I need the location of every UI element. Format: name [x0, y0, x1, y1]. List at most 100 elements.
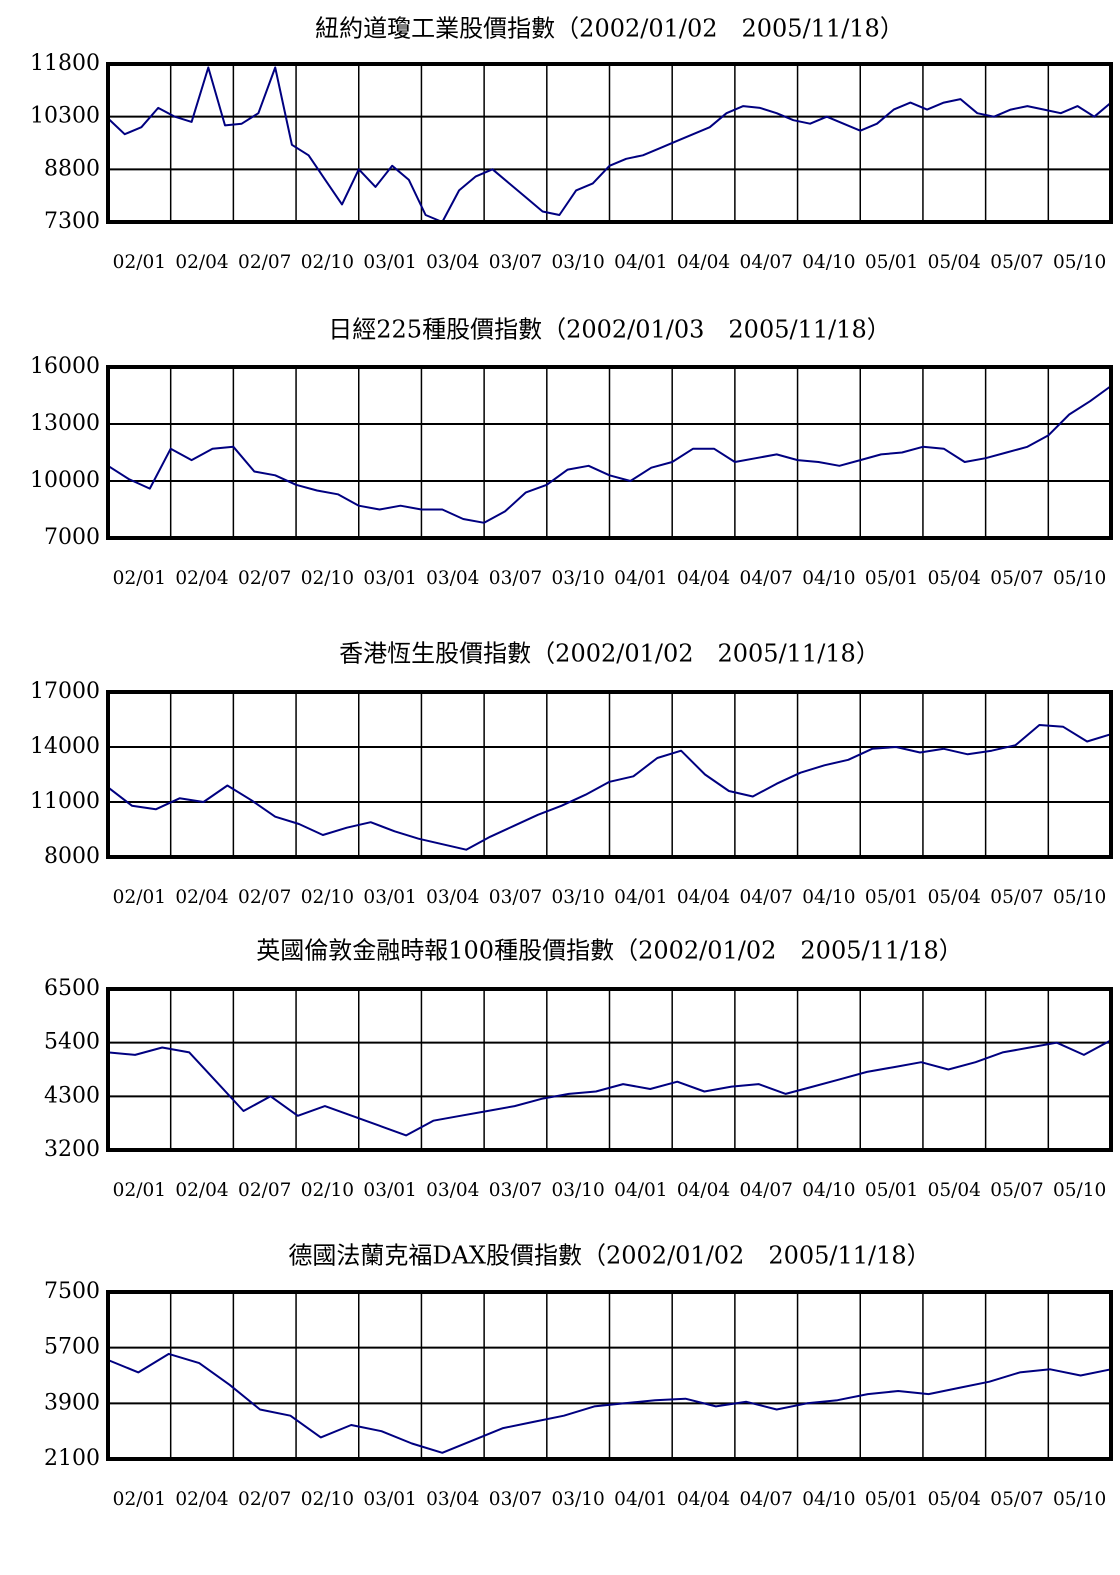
- y-tick-label: 8000: [44, 844, 100, 869]
- x-tick-label: 05/04: [928, 252, 981, 273]
- x-tick-label: 05/04: [928, 887, 981, 908]
- x-tick-label: 03/01: [363, 1180, 416, 1201]
- x-tick-label: 04/10: [802, 1180, 855, 1201]
- x-tick-label: 02/07: [238, 252, 291, 273]
- x-tick-label: 04/07: [740, 568, 793, 589]
- x-tick-label: 03/01: [363, 1489, 416, 1510]
- x-tick-label: 04/01: [614, 887, 667, 908]
- y-tick-label: 2100: [44, 1446, 100, 1471]
- x-tick-label: 05/07: [990, 568, 1043, 589]
- chart-title: 德國法蘭克福DAX股價指數（2002/01/02 2005/11/18）: [288, 1242, 930, 1270]
- x-tick-label: 03/10: [551, 252, 604, 273]
- x-tick-label: 02/10: [301, 568, 354, 589]
- y-tick-label: 13000: [30, 411, 100, 436]
- y-tick-label: 5700: [44, 1335, 100, 1360]
- x-tick-label: 05/10: [1053, 1489, 1106, 1510]
- x-tick-label: 05/01: [865, 887, 918, 908]
- series-line: [107, 1039, 1112, 1137]
- x-tick-label: 03/01: [363, 252, 416, 273]
- x-tick-label: 02/01: [113, 1489, 166, 1510]
- y-tick-label: 11800: [30, 51, 100, 76]
- x-tick-label: 02/01: [113, 1180, 166, 1201]
- y-tick-label: 14000: [30, 734, 100, 759]
- chart-title: 香港恆生股價指數（2002/01/02 2005/11/18）: [339, 640, 880, 668]
- x-tick-label: 04/10: [802, 568, 855, 589]
- x-tick-label: 05/10: [1053, 568, 1106, 589]
- x-tick-label: 04/04: [677, 1489, 730, 1510]
- x-tick-label: 05/10: [1053, 1180, 1106, 1201]
- x-tick-label: 05/01: [865, 1180, 918, 1201]
- x-tick-label: 05/07: [990, 252, 1043, 273]
- x-tick-label: 03/01: [363, 887, 416, 908]
- x-tick-label: 03/07: [489, 887, 542, 908]
- x-tick-label: 02/10: [301, 887, 354, 908]
- plot-frame: [106, 987, 1113, 1152]
- x-tick-label: 04/07: [740, 252, 793, 273]
- x-tick-label: 02/07: [238, 1180, 291, 1201]
- plot-frame: [106, 1290, 1113, 1461]
- x-tick-label: 04/07: [740, 1180, 793, 1201]
- y-tick-label: 10300: [30, 104, 100, 129]
- x-tick-label: 05/04: [928, 568, 981, 589]
- x-tick-label: 05/07: [990, 1180, 1043, 1201]
- x-tick-label: 04/01: [614, 1489, 667, 1510]
- x-tick-label: 02/07: [238, 887, 291, 908]
- x-tick-label: 02/10: [301, 1180, 354, 1201]
- chart-title: 紐約道瓊工業股價指數（2002/01/02 2005/11/18）: [315, 15, 904, 43]
- x-tick-label: 03/01: [363, 568, 416, 589]
- x-tick-label: 05/04: [928, 1489, 981, 1510]
- x-tick-label: 04/07: [740, 887, 793, 908]
- x-tick-label: 02/04: [175, 252, 228, 273]
- y-tick-label: 3200: [44, 1137, 100, 1162]
- x-tick-label: 02/07: [238, 568, 291, 589]
- chart-0: 紐約道瓊工業股價指數（2002/01/02 2005/11/18） 11800 10…: [30, 15, 1113, 273]
- chart-title: 日經225種股價指數（2002/01/03 2005/11/18）: [328, 316, 890, 344]
- chart-1: 日經225種股價指數（2002/01/03 2005/11/18） 16000 13…: [30, 316, 1113, 589]
- x-tick-label: 04/04: [677, 252, 730, 273]
- x-tick-label: 03/07: [489, 1180, 542, 1201]
- x-tick-label: 05/01: [865, 252, 918, 273]
- plot-frame: [106, 62, 1113, 224]
- x-tick-label: 04/01: [614, 252, 667, 273]
- x-tick-label: 04/01: [614, 1180, 667, 1201]
- x-tick-label: 03/07: [489, 1489, 542, 1510]
- x-tick-label: 04/04: [677, 887, 730, 908]
- chart-2: 香港恆生股價指數（2002/01/02 2005/11/18） 17000 1400…: [30, 640, 1113, 908]
- x-tick-label: 02/01: [113, 887, 166, 908]
- y-tick-label: 4300: [44, 1083, 100, 1108]
- x-tick-label: 02/10: [301, 1489, 354, 1510]
- x-tick-label: 02/04: [175, 1180, 228, 1201]
- x-tick-label: 03/10: [551, 887, 604, 908]
- y-tick-label: 11000: [30, 789, 100, 814]
- y-tick-label: 7500: [44, 1279, 100, 1304]
- x-tick-label: 03/04: [426, 887, 479, 908]
- x-tick-label: 03/10: [551, 1180, 604, 1201]
- x-tick-label: 04/04: [677, 568, 730, 589]
- series-line: [107, 724, 1112, 851]
- x-tick-label: 05/01: [865, 568, 918, 589]
- x-tick-label: 02/04: [175, 887, 228, 908]
- y-tick-label: 17000: [30, 679, 100, 704]
- x-tick-label: 03/07: [489, 252, 542, 273]
- x-tick-label: 03/10: [551, 1489, 604, 1510]
- x-tick-label: 04/10: [802, 252, 855, 273]
- y-tick-label: 8800: [44, 156, 100, 181]
- plot-frame: [106, 690, 1113, 859]
- x-tick-label: 03/04: [426, 568, 479, 589]
- y-tick-label: 10000: [30, 468, 100, 493]
- x-tick-label: 05/07: [990, 1489, 1043, 1510]
- x-tick-label: 02/04: [175, 1489, 228, 1510]
- y-tick-label: 7300: [44, 209, 100, 234]
- x-tick-label: 04/04: [677, 1180, 730, 1201]
- x-tick-label: 03/07: [489, 568, 542, 589]
- x-tick-label: 02/10: [301, 252, 354, 273]
- series-line: [107, 1352, 1112, 1454]
- x-tick-label: 03/10: [551, 568, 604, 589]
- x-tick-label: 04/01: [614, 568, 667, 589]
- series-line: [107, 66, 1112, 223]
- x-tick-label: 05/07: [990, 887, 1043, 908]
- x-tick-label: 02/01: [113, 252, 166, 273]
- x-tick-label: 03/04: [426, 1180, 479, 1201]
- x-tick-label: 03/04: [426, 252, 479, 273]
